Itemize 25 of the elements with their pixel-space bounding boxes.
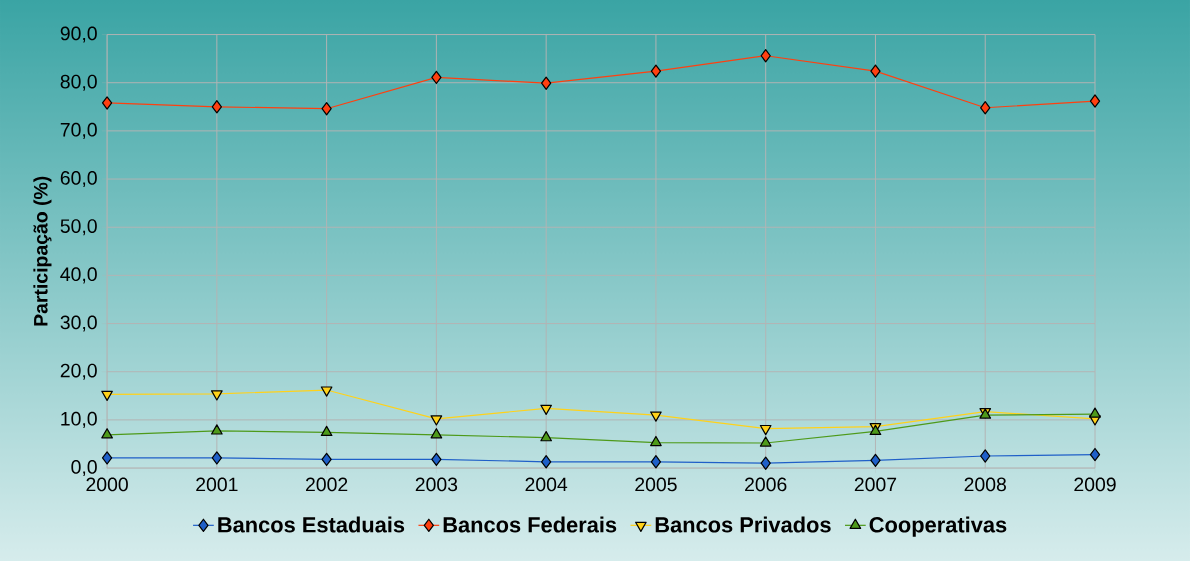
legend-label: Bancos Federais xyxy=(443,516,617,533)
y-tick-label: 50,0 xyxy=(60,219,97,236)
x-tick-label: 2003 xyxy=(415,477,458,492)
x-tick-label: 2001 xyxy=(196,477,238,492)
x-tick-label: 2002 xyxy=(305,477,348,492)
legend-label: Bancos Privados xyxy=(655,516,831,533)
x-tick-label: 2000 xyxy=(86,477,128,492)
x-tick-label: 2004 xyxy=(525,477,568,492)
x-tick-label: 2006 xyxy=(745,477,787,492)
y-tick-label: 20,0 xyxy=(60,363,97,380)
y-tick-label: 90,0 xyxy=(60,26,97,43)
legend-label: Bancos Estaduais xyxy=(218,516,405,533)
y-tick-label: 10,0 xyxy=(61,411,97,428)
y-tick-label: 70,0 xyxy=(60,122,97,139)
y-tick-label: 30,0 xyxy=(60,315,97,332)
x-tick-label: 2007 xyxy=(854,477,897,492)
y-tick-label: 60,0 xyxy=(60,170,97,187)
x-tick-label: 2008 xyxy=(964,477,1006,492)
y-tick-label: 80,0 xyxy=(60,74,97,91)
x-tick-label: 2005 xyxy=(635,477,677,492)
y-axis-title: Participação (%) xyxy=(33,176,52,326)
y-tick-label: 40,0 xyxy=(60,267,97,284)
x-tick-label: 2009 xyxy=(1074,477,1116,492)
y-tick-label: 0,0 xyxy=(71,459,97,476)
legend-label: Cooperativas xyxy=(869,516,1007,537)
